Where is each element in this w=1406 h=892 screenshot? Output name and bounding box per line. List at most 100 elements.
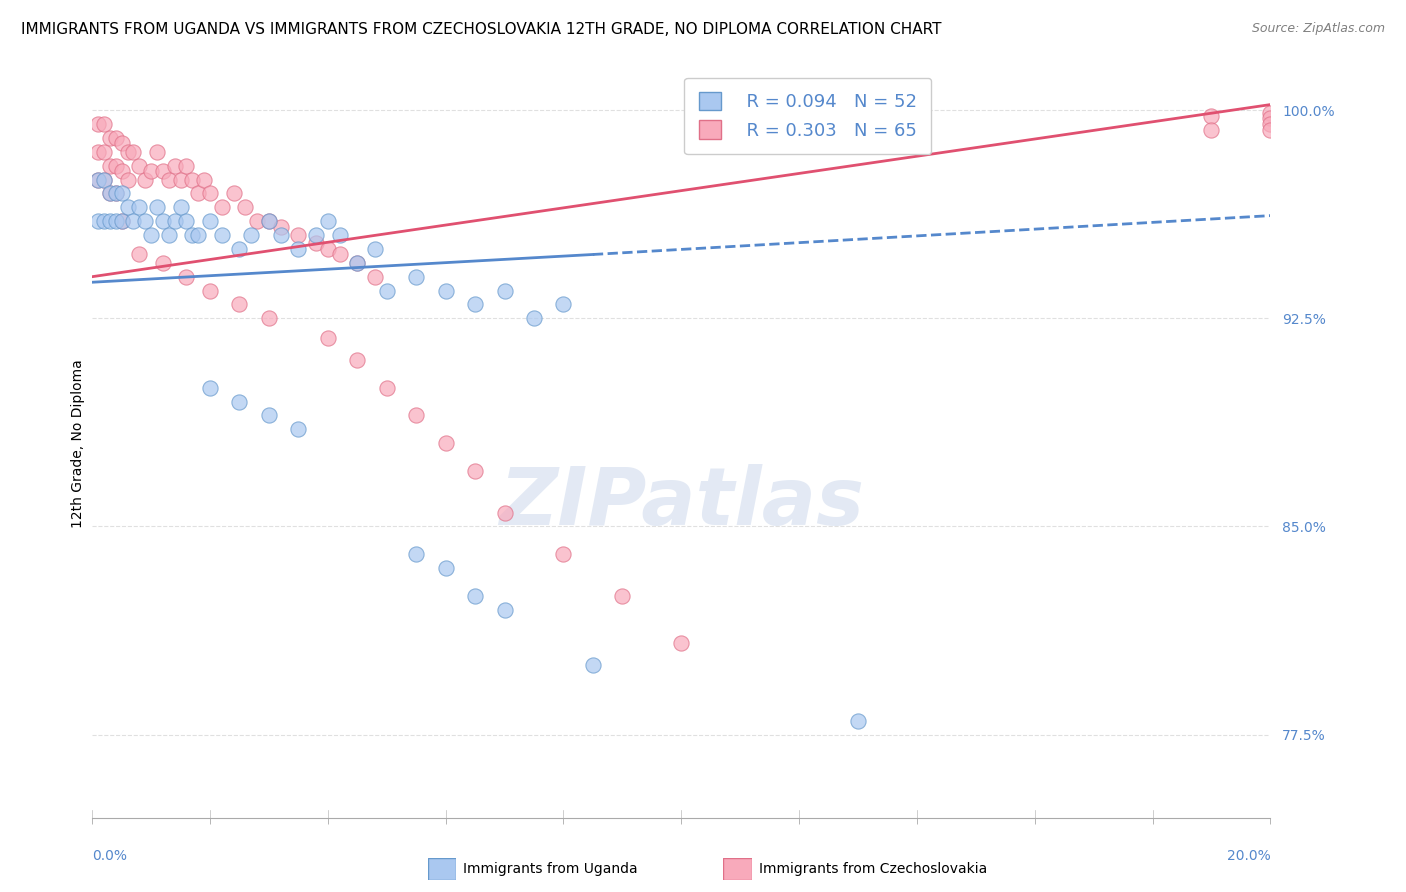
Point [305,228,328,243]
Point [128,159,150,173]
Point [152,164,174,178]
Point [1201,109,1223,123]
Point [87,214,110,228]
Point [553,547,575,561]
Point [146,145,169,159]
Text: ZIPatlas: ZIPatlas [499,464,863,542]
Point [316,214,339,228]
Point [1260,112,1282,126]
Point [1201,122,1223,136]
Point [98,186,121,201]
Point [434,436,457,450]
Point [117,200,139,214]
Text: 20.0%: 20.0% [1226,849,1271,863]
Point [181,228,204,243]
Point [375,381,398,395]
Point [111,136,134,151]
Point [316,242,339,256]
Point [364,242,387,256]
Point [93,117,115,131]
Point [270,219,292,234]
Point [87,145,110,159]
Point [176,269,198,284]
Point [287,242,309,256]
Point [222,186,245,201]
Point [240,228,263,243]
Point [287,422,309,436]
Point [228,242,250,256]
Point [87,172,110,186]
Y-axis label: 12th Grade, No Diploma: 12th Grade, No Diploma [72,359,86,527]
Point [494,284,516,298]
Point [305,236,328,251]
Point [364,269,387,284]
Point [93,214,115,228]
Point [122,214,145,228]
Point [181,172,204,186]
Point [93,172,115,186]
Point [98,131,121,145]
Point [157,228,180,243]
Point [152,214,174,228]
Point [98,214,121,228]
Point [346,256,368,270]
Point [117,172,139,186]
Text: 0.0%: 0.0% [93,849,127,863]
Point [257,311,280,326]
Point [152,256,174,270]
Point [1260,122,1282,136]
Point [139,164,162,178]
Point [163,214,186,228]
Point [87,172,110,186]
Point [464,589,486,603]
Point [494,603,516,617]
Point [198,284,221,298]
Legend:   R = 0.094   N = 52,   R = 0.303   N = 65: R = 0.094 N = 52, R = 0.303 N = 65 [685,78,931,154]
Point [375,284,398,298]
Point [139,228,162,243]
Point [494,506,516,520]
Point [169,200,191,214]
Point [98,186,121,201]
Point [257,214,280,228]
Point [111,186,134,201]
Point [405,269,427,284]
Point [176,214,198,228]
Point [434,284,457,298]
Text: Immigrants from Czechoslovakia: Immigrants from Czechoslovakia [759,862,987,876]
Point [329,247,352,261]
Point [187,228,209,243]
Point [93,145,115,159]
Text: Immigrants from Uganda: Immigrants from Uganda [464,862,638,876]
Point [329,228,352,243]
Point [169,172,191,186]
Point [198,186,221,201]
Point [257,214,280,228]
Point [104,159,127,173]
Point [228,297,250,311]
Point [163,159,186,173]
Point [146,200,169,214]
Point [346,353,368,368]
Text: IMMIGRANTS FROM UGANDA VS IMMIGRANTS FROM CZECHOSLOVAKIA 12TH GRADE, NO DIPLOMA : IMMIGRANTS FROM UGANDA VS IMMIGRANTS FRO… [21,22,942,37]
Point [104,214,127,228]
Point [176,159,198,173]
Point [228,394,250,409]
Point [270,228,292,243]
Point [246,214,269,228]
Point [582,658,605,673]
Point [405,409,427,423]
Point [111,214,134,228]
Point [257,409,280,423]
Point [87,117,110,131]
Point [346,256,368,270]
Point [111,164,134,178]
Point [157,172,180,186]
Point [671,636,693,650]
Point [111,214,134,228]
Point [523,311,546,326]
Point [233,200,256,214]
Point [187,186,209,201]
Point [464,464,486,478]
Point [434,561,457,575]
